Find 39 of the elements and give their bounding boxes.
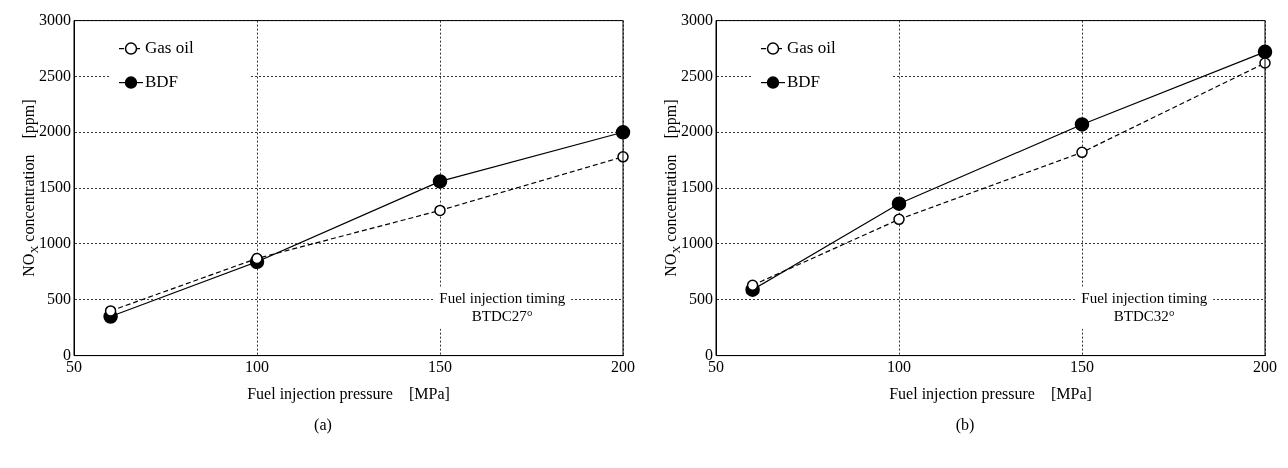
legend-label: Gas oil — [145, 38, 194, 58]
y-tick-label: 1000 — [681, 234, 713, 252]
y-tick-label: 500 — [47, 289, 71, 307]
legend-label: BDF — [787, 72, 821, 92]
y-tick-label: 2500 — [39, 66, 71, 84]
point — [434, 204, 446, 217]
point — [891, 196, 907, 211]
y-axis-title: NOX concentration [ppm] — [662, 99, 682, 277]
point — [251, 252, 263, 265]
y-tick-label: 1000 — [39, 234, 71, 252]
y-tick-label: 500 — [689, 289, 713, 307]
point — [1074, 117, 1090, 132]
y-tick-label: 2500 — [681, 66, 713, 84]
point — [893, 213, 905, 226]
x-tick-label: 200 — [1253, 358, 1277, 376]
x-tick-label: 150 — [428, 358, 452, 376]
x-tick-label: 200 — [611, 358, 635, 376]
legend-label: BDF — [145, 72, 179, 92]
x-tick-label: 100 — [245, 358, 269, 376]
point — [1076, 146, 1088, 159]
y-tick-label: 3000 — [681, 10, 713, 28]
y-tick-label: 1500 — [39, 178, 71, 196]
x-axis-title: Fuel injection pressure [MPa] — [889, 384, 1092, 403]
y-tick-label: 2000 — [39, 122, 71, 140]
x-axis-title: Fuel injection pressure [MPa] — [247, 384, 450, 403]
annotation: Fuel injection timing BTDC27° — [439, 289, 566, 324]
point — [432, 174, 448, 189]
text: (a) — [314, 416, 332, 434]
x-tick-label: 150 — [1070, 358, 1094, 376]
y-tick-label: 2000 — [681, 122, 713, 140]
y-tick-label: 1500 — [681, 178, 713, 196]
text: (b) — [955, 416, 975, 434]
annotation: Fuel injection timing BTDC32° — [1081, 289, 1208, 324]
point — [746, 279, 759, 291]
x-tick-label: 100 — [887, 358, 911, 376]
legend-label: Gas oil — [787, 38, 836, 58]
y-tick-label: 3000 — [39, 10, 71, 28]
point — [104, 305, 117, 317]
y-axis-title: NOX concentration [ppm] — [20, 99, 40, 277]
